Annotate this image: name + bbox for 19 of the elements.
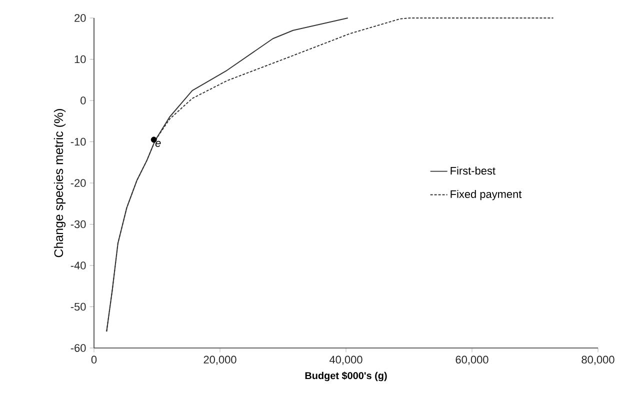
annotation: e xyxy=(155,140,161,147)
y-tick-label: -60 xyxy=(70,344,86,352)
x-tick-label: 0 xyxy=(91,356,97,364)
y-tick-label: -30 xyxy=(70,220,86,228)
x-tick-label: 40,000 xyxy=(329,356,362,365)
x-tick-label: 60,000 xyxy=(456,356,488,365)
x-axis-title: Budget $000's (g) xyxy=(305,372,387,382)
y-tick-label: 20 xyxy=(74,14,86,22)
y-tick-label: -20 xyxy=(70,179,86,187)
x-tick-label: 80,000 xyxy=(582,356,614,365)
legend-label: First-best xyxy=(450,166,496,175)
x-tick-label: 20,000 xyxy=(204,356,236,365)
y-tick-label: -50 xyxy=(70,302,86,311)
y-tick-label: 10 xyxy=(74,55,86,64)
legend-label: Fixed payment xyxy=(450,190,522,200)
y-tick-label: 0 xyxy=(80,96,86,104)
y-tick-label: -10 xyxy=(70,138,86,146)
y-tick-label: -40 xyxy=(70,262,86,270)
y-axis-title: Change species metric (%) xyxy=(54,109,66,258)
